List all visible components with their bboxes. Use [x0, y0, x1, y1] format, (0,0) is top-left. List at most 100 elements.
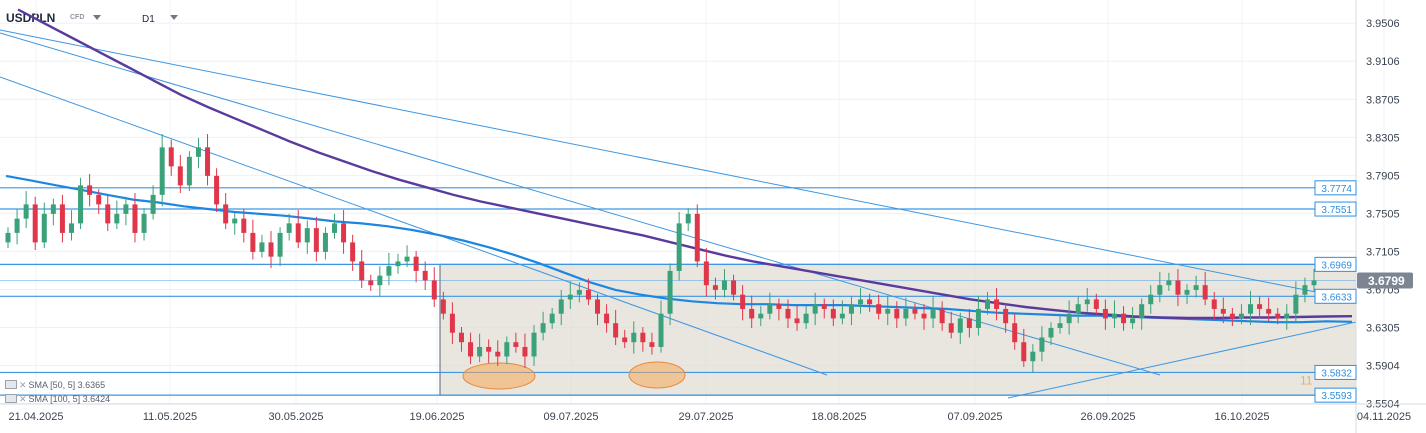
indicator-remove-icon[interactable]: ✕ [19, 394, 27, 404]
x-tick-label: 11.05.2025 [143, 411, 197, 423]
bull-candle [277, 232, 283, 257]
y-tick-label: 3.5504 [1366, 399, 1400, 411]
level-price-tag [1314, 387, 1357, 403]
bear-candle [359, 261, 365, 281]
bull-candle [1084, 299, 1090, 305]
bull-candle [1293, 294, 1299, 314]
x-tick-label: 26.09.2025 [1080, 411, 1135, 423]
bull-candle [286, 223, 292, 233]
level-price-tag-text: 3.6633 [1321, 292, 1352, 303]
symbol-dropdown-chevron-icon[interactable] [93, 15, 101, 20]
bull-candle [567, 294, 573, 300]
bear-candle [440, 299, 446, 314]
sma50-legend[interactable]: ✕ SMA [50, 5] 3.6365 [5, 380, 105, 391]
level-price-tag-text: 3.7774 [1321, 184, 1352, 195]
bear-candle [422, 270, 428, 281]
indicator-remove-icon[interactable]: ✕ [19, 380, 27, 390]
bull-candle [404, 256, 410, 262]
bull-candle [549, 313, 555, 324]
bull-candle [957, 318, 963, 333]
price-tags: 3.7774 3.7551 3.6969 3.6633 3.5832 3.5593 3.67… [1300, 180, 1413, 403]
sma50-legend-value: 3.6365 [77, 380, 106, 390]
bull-candle [858, 299, 864, 305]
bear-candle [1093, 299, 1099, 309]
candlesticks [5, 134, 1317, 373]
bear-candle [785, 308, 791, 319]
timeframe-selector[interactable]: D1 [142, 14, 155, 25]
x-tick-label: 30.05.2025 [268, 411, 323, 423]
sma100-legend[interactable]: ✕ SMA [100, 5] 3.6424 [5, 394, 110, 405]
bull-candle [1030, 351, 1036, 362]
bear-candle [513, 342, 519, 347]
double-bottom-highlight [628, 361, 686, 389]
bear-candle [105, 204, 111, 224]
bull-candle [232, 218, 238, 224]
trend-line [0, 29, 1357, 301]
bear-candle [921, 313, 927, 319]
bear-candle [341, 223, 347, 243]
x-tick-label: 04.11.2025 [1357, 411, 1411, 423]
instrument-type-label: CFD [70, 14, 85, 21]
level-price-tag-text: 3.7551 [1321, 205, 1352, 216]
bear-candle [486, 346, 492, 352]
timeframe-dropdown-chevron-icon[interactable] [170, 15, 178, 20]
y-tick-label: 3.7905 [1366, 170, 1400, 182]
bear-candle [585, 289, 591, 300]
bear-candle [368, 280, 374, 286]
bear-candle [640, 332, 646, 343]
bull-candle [114, 213, 120, 224]
double-bottom-highlight [462, 362, 536, 390]
bull-candle [758, 313, 764, 319]
bull-candle [767, 304, 773, 314]
bear-candle [712, 285, 718, 290]
bear-candle [87, 185, 93, 195]
bull-candle [1184, 289, 1190, 295]
bull-candle [676, 223, 682, 271]
bear-candle [1102, 308, 1108, 319]
x-tick-label: 18.08.2025 [811, 411, 866, 423]
bear-candle [703, 261, 709, 286]
level-price-tag [1314, 364, 1357, 380]
bear-candle [295, 223, 301, 243]
y-tick-label: 3.6305 [1366, 322, 1400, 334]
bear-candle [350, 242, 356, 262]
current-price-tag-text: 3.6799 [1368, 274, 1405, 288]
trend-line [0, 32, 1161, 376]
sma50-legend-params: [50, 5] [50, 380, 76, 390]
bull-candle [186, 156, 192, 186]
bull-candle [812, 304, 818, 314]
level-price-tag-text: 3.6969 [1321, 260, 1352, 271]
bull-candle [930, 308, 936, 319]
bear-candle [1202, 285, 1208, 300]
x-tick-label: 09.07.2025 [543, 411, 598, 423]
bull-candle [195, 147, 201, 157]
bull-candle [1166, 280, 1172, 286]
bull-candle [1148, 294, 1154, 305]
bear-candle [912, 308, 918, 314]
bull-candle [68, 223, 74, 233]
sma50-legend-name: SMA [28, 380, 48, 390]
bear-candle [649, 342, 655, 347]
bear-candle [205, 147, 211, 176]
bear-candle [250, 232, 256, 252]
bear-candle [1021, 342, 1027, 362]
indicator-settings-icon[interactable] [5, 380, 17, 389]
bull-candle [631, 332, 637, 343]
bear-candle [214, 175, 220, 205]
bull-candle [1193, 285, 1199, 290]
bear-candle [939, 308, 945, 324]
bull-candle [304, 228, 310, 243]
bull-candle [50, 204, 56, 214]
bear-candle [830, 308, 836, 319]
y-tick-label: 3.9106 [1366, 56, 1400, 68]
bull-candle [985, 299, 990, 309]
indicator-settings-icon[interactable] [5, 394, 17, 403]
sma100-legend-name: SMA [28, 394, 48, 404]
x-tick-label: 16.10.2025 [1214, 411, 1269, 423]
bear-candle [604, 313, 610, 324]
level-price-tag-text: 3.5593 [1321, 391, 1352, 402]
bear-candle [994, 299, 1000, 309]
price-axis: 3.9506 3.9106 3.8705 3.8305 3.7905 3.7505 3.71… [1355, 0, 1400, 433]
bear-candle [413, 256, 419, 271]
